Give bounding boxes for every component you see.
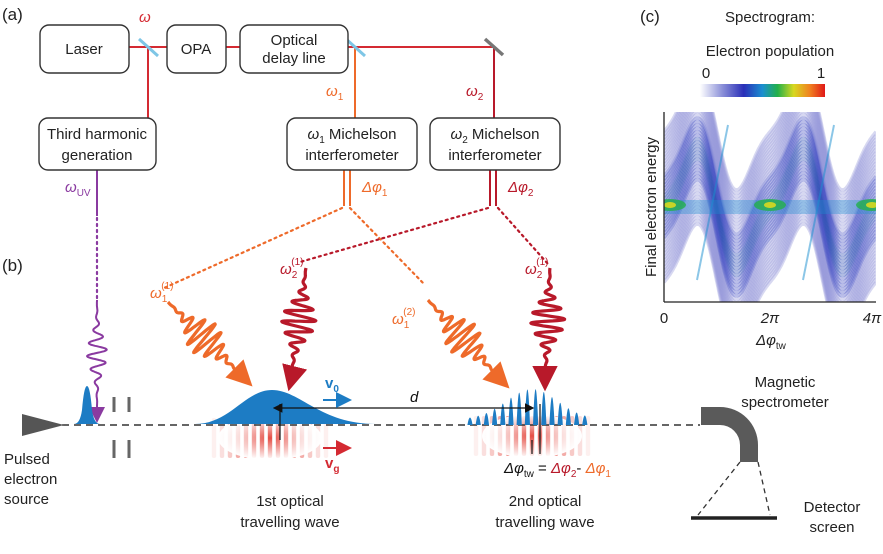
- svg-text:generation: generation: [62, 147, 133, 164]
- optical-delay-line-box: Optical delay line: [239, 24, 349, 74]
- omega1-1-pulse: [166, 300, 253, 387]
- omega2-1-pulse-b: [529, 266, 567, 392]
- spectrogram-xlabel: Δφtw: [755, 332, 787, 352]
- spectrogram-xtick-4pi: 4π: [863, 310, 882, 327]
- laser-pulses: [86, 266, 567, 423]
- caption-detector-screen: Detector screen: [804, 499, 861, 536]
- distance-label: d: [410, 389, 419, 406]
- laser-beam-paths: [96, 46, 497, 216]
- svg-text:OPA: OPA: [181, 41, 212, 58]
- spectrogram-ylabel: Final electron energy: [643, 136, 660, 277]
- svg-text:Laser: Laser: [65, 41, 103, 58]
- vg-label: vg: [325, 455, 339, 475]
- delta-phi2-label: Δφ2: [507, 179, 534, 199]
- omega2-michelson-interferometer-box: ω2 Michelson interferometer: [429, 117, 561, 171]
- omega1-1-pulse-label: ω1(1): [150, 281, 173, 305]
- caption-2nd-travelling-wave: 2nd optical travelling wave: [495, 493, 594, 531]
- svg-text:Detector: Detector: [804, 499, 861, 516]
- aperture: [112, 397, 131, 458]
- delta-phi1-label: Δφ1: [361, 179, 388, 199]
- detector-ray-left: [697, 461, 741, 516]
- phase-equation: Δφtw = Δφ2- Δφ1: [503, 460, 611, 480]
- omega2-1-pulse-label-b: ω2(1): [525, 257, 548, 281]
- colorbar-min: 0: [702, 65, 710, 82]
- colorbar-label: Electron population: [706, 43, 834, 60]
- colorbar: [700, 84, 825, 97]
- electron-microbunches: [467, 389, 588, 425]
- magnetic-spectrometer: [701, 407, 758, 462]
- omega-label: ω: [139, 9, 151, 26]
- svg-text:interferometer: interferometer: [305, 147, 398, 164]
- caption-1st-travelling-wave: 1st optical travelling wave: [240, 493, 339, 531]
- svg-text:2nd optical: 2nd optical: [509, 493, 582, 510]
- electron-bunch-1: [195, 390, 376, 424]
- svg-text:delay line: delay line: [262, 50, 325, 67]
- svg-text:ω1 Michelson: ω1 Michelson: [308, 126, 397, 146]
- spectrogram-xtick-2pi: 2π: [760, 310, 780, 327]
- omega1-label: ω1: [326, 83, 344, 103]
- panel-label-b: (b): [2, 256, 23, 275]
- spectrogram-plot: [663, 112, 876, 303]
- beamsplitter-1: [137, 37, 160, 58]
- uv-pulse: [86, 299, 108, 423]
- omega2-label: ω2: [466, 83, 484, 103]
- detector-ray-right: [757, 461, 771, 516]
- caption-pulsed-electron-source: Pulsed electron source: [4, 451, 57, 508]
- spectrogram-title: Spectrogram:: [725, 9, 815, 26]
- caption-magnetic-spectrometer: Magnetic spectrometer: [741, 374, 829, 411]
- svg-text:ω2 Michelson: ω2 Michelson: [451, 126, 540, 146]
- colorbar-max: 1: [817, 65, 825, 82]
- svg-text:source: source: [4, 491, 49, 508]
- svg-text:Third harmonic: Third harmonic: [47, 126, 148, 143]
- beamsplitter-2: [344, 37, 367, 58]
- mirror: [483, 37, 505, 57]
- omega1-2-pulse: [426, 298, 510, 389]
- svg-text:electron: electron: [4, 471, 57, 488]
- omega-uv-label: ωUV: [65, 179, 91, 199]
- svg-text:1st optical: 1st optical: [256, 493, 324, 510]
- opa-box: OPA: [166, 24, 227, 74]
- svg-text:travelling wave: travelling wave: [495, 514, 594, 531]
- panel-label-a: (a): [2, 5, 23, 24]
- third-harmonic-generation-box: Third harmonic generation: [38, 117, 157, 171]
- omega1-michelson-interferometer-box: ω1 Michelson interferometer: [286, 117, 418, 171]
- omega2-1-pulse-label-a: ω2(1): [280, 257, 303, 281]
- standing-wave-1: [211, 416, 329, 460]
- omega2-1-pulse-a: [280, 266, 318, 392]
- laser-box: Laser: [39, 24, 130, 74]
- svg-text:travelling wave: travelling wave: [240, 514, 339, 531]
- svg-text:screen: screen: [809, 519, 854, 536]
- svg-text:spectrometer: spectrometer: [741, 394, 829, 411]
- spectrogram-xtick-0: 0: [660, 310, 668, 327]
- svg-text:Pulsed: Pulsed: [4, 451, 50, 468]
- v0-label: v0: [325, 375, 339, 395]
- svg-text:Optical: Optical: [271, 32, 318, 49]
- electron-source-tip: [22, 414, 64, 436]
- svg-text:Magnetic: Magnetic: [755, 374, 816, 391]
- dotted-beam-paths: [95, 206, 550, 302]
- panel-label-c: (c): [640, 7, 660, 26]
- svg-text:interferometer: interferometer: [448, 147, 541, 164]
- omega1-2-pulse-label: ω1(2): [392, 307, 415, 331]
- uv-electron-bunch: [74, 386, 100, 424]
